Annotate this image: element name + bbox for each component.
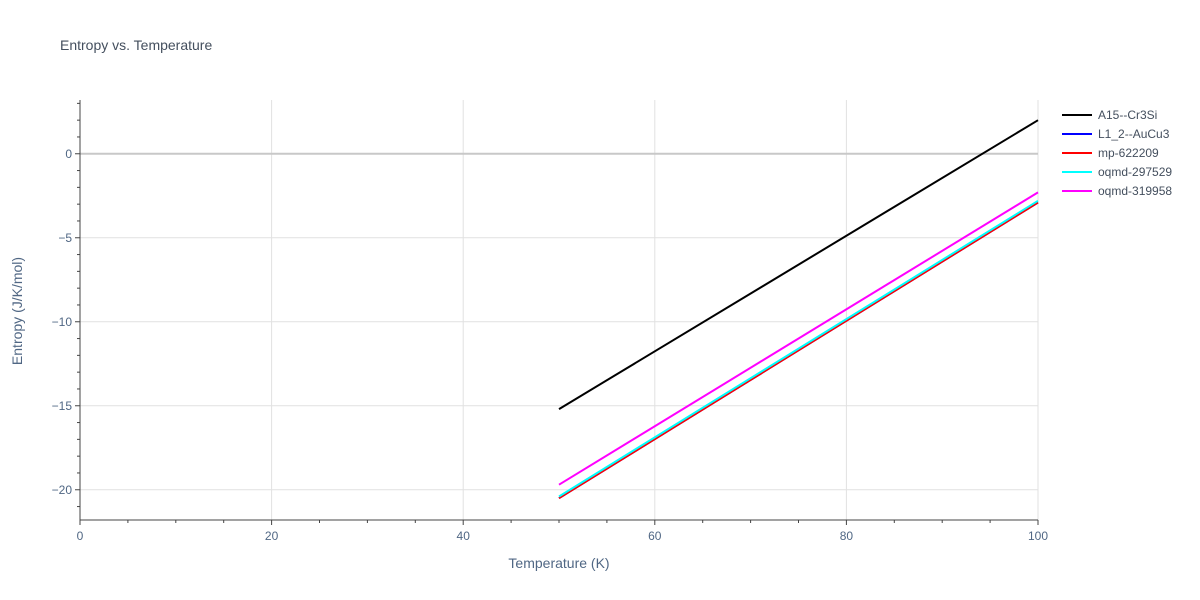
- x-tick-label: 60: [648, 529, 662, 543]
- series-line-A15--Cr3Si: [558, 119, 1039, 410]
- series-line-oqmd-319958: [558, 191, 1039, 486]
- legend-label: oqmd-297529: [1098, 165, 1172, 179]
- tick-labels: 0 20 40 60 80 100 −20 −15 −10 −5 0: [52, 147, 1049, 543]
- y-tick-label: −5: [58, 231, 72, 245]
- axes: [75, 100, 1039, 525]
- y-tick-label: 0: [65, 147, 72, 161]
- gridlines: [80, 100, 1039, 520]
- legend-label: L1_2--AuCu3: [1098, 127, 1170, 141]
- x-tick-label: 80: [840, 529, 854, 543]
- x-axis-label: Temperature (K): [508, 555, 609, 571]
- plot-series: [558, 119, 1039, 500]
- legend-label: mp-622209: [1098, 146, 1159, 160]
- y-axis-label: Entropy (J/K/mol): [9, 257, 25, 365]
- chart-title: Entropy vs. Temperature: [60, 37, 212, 53]
- x-tick-label: 20: [265, 529, 279, 543]
- x-tick-label: 40: [457, 529, 471, 543]
- legend: A15--Cr3Si L1_2--AuCu3 mp-622209 oqmd-29752…: [1062, 108, 1172, 198]
- legend-label: A15--Cr3Si: [1098, 108, 1157, 122]
- series-line-oqmd-297529: [558, 199, 1039, 498]
- y-tick-label: −15: [52, 399, 73, 413]
- series-line-mp-622209: [558, 201, 1039, 500]
- y-tick-label: −10: [52, 315, 73, 329]
- x-tick-label: 0: [77, 529, 84, 543]
- legend-label: oqmd-319958: [1098, 184, 1172, 198]
- y-tick-label: −20: [52, 483, 73, 497]
- x-tick-label: 100: [1028, 529, 1048, 543]
